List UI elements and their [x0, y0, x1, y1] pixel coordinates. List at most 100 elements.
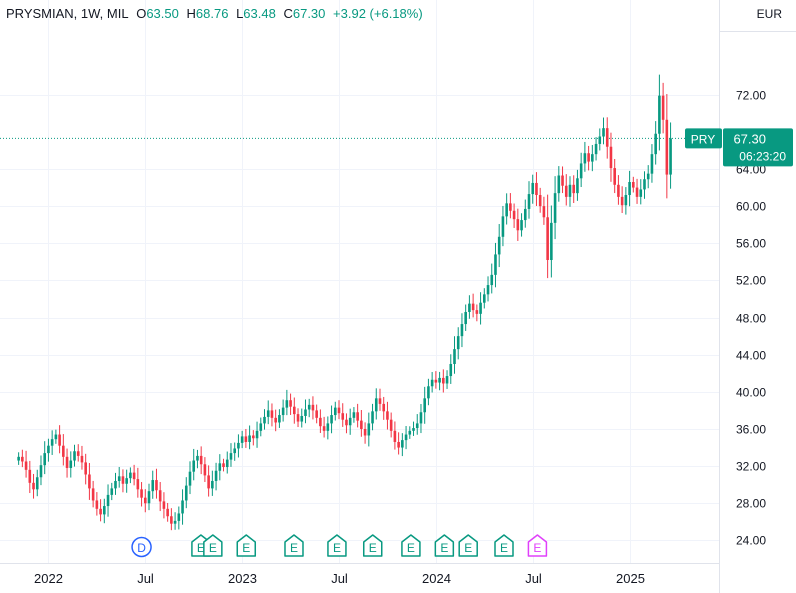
earnings-marker[interactable]: E: [401, 534, 421, 557]
candle-body: [520, 220, 523, 231]
candle-body: [658, 95, 661, 134]
earnings-marker[interactable]: E: [327, 534, 347, 557]
dividend-marker[interactable]: D: [131, 536, 152, 558]
time-axis[interactable]: 2022 Jul 2023 Jul 2024 Jul 2025: [34, 571, 645, 586]
candle-body: [285, 400, 289, 408]
candle: [162, 492, 166, 519]
candle: [430, 372, 434, 393]
candle-body: [319, 417, 322, 427]
candle: [132, 464, 136, 486]
earnings-marker[interactable]: E: [284, 534, 304, 557]
candle-body: [21, 456, 24, 462]
candle: [378, 388, 382, 411]
candle: [28, 460, 32, 494]
candle: [218, 454, 222, 481]
candle-body: [28, 469, 32, 483]
candle-body: [125, 478, 128, 484]
candle: [21, 449, 24, 468]
symbol-tag-label: PRY: [691, 132, 715, 146]
candle-body: [643, 179, 646, 190]
candle-body: [170, 516, 173, 524]
candle-body: [54, 434, 58, 440]
candle: [598, 128, 602, 151]
candle: [58, 425, 61, 454]
candle-body: [348, 417, 352, 426]
earnings_future-marker[interactable]: E: [527, 534, 548, 557]
low-value: 63.48: [243, 6, 276, 21]
candle: [84, 453, 87, 485]
candle-body: [591, 154, 594, 162]
candle-body: [654, 133, 657, 155]
candle: [158, 481, 162, 512]
candle-body: [341, 413, 345, 420]
candle-body: [497, 236, 501, 255]
candle: [80, 445, 84, 470]
candle-body: [326, 423, 330, 431]
candle: [620, 186, 624, 214]
candle-body: [39, 465, 43, 478]
candle: [62, 434, 65, 466]
candle-body: [80, 455, 84, 463]
candle: [143, 489, 147, 513]
candle-body: [561, 175, 564, 186]
candle-body: [192, 460, 196, 472]
candle: [456, 327, 460, 360]
candle-body: [252, 435, 255, 439]
candle-body: [505, 203, 508, 217]
candle: [445, 370, 449, 389]
earnings-marker[interactable]: E: [236, 534, 257, 557]
vertical-gridlines: [48, 0, 631, 563]
candle-body: [173, 520, 177, 524]
candle-body: [419, 412, 423, 424]
candle: [360, 409, 363, 437]
candle-body: [307, 404, 311, 410]
candle-body: [91, 488, 95, 501]
candle: [438, 371, 441, 391]
earnings-marker[interactable]: E: [458, 534, 478, 557]
close-label: C: [283, 6, 293, 21]
earnings-marker[interactable]: E: [494, 534, 514, 557]
earnings-marker[interactable]: E: [434, 534, 455, 557]
candle-body: [58, 434, 61, 446]
earnings-badge: [327, 534, 347, 557]
candle-body: [121, 476, 125, 484]
candle-body: [333, 407, 337, 416]
candles[interactable]: [17, 74, 672, 531]
candle: [550, 205, 553, 278]
candle-body: [557, 175, 561, 194]
event-label: E: [440, 541, 448, 555]
candle-body: [628, 182, 631, 196]
earnings-marker[interactable]: E: [203, 534, 223, 557]
candle: [129, 467, 132, 484]
earnings-marker[interactable]: E: [362, 534, 383, 557]
candle: [557, 166, 561, 202]
candle: [311, 396, 315, 420]
candle-body: [393, 430, 397, 442]
candle: [188, 461, 192, 495]
candle-body: [397, 441, 400, 448]
candle-body: [650, 154, 654, 174]
price-tick-label: 52.00: [736, 274, 766, 288]
candle: [628, 170, 631, 207]
candle: [460, 313, 464, 348]
candle-body: [583, 153, 587, 164]
candle: [624, 187, 628, 215]
currency-label[interactable]: EUR: [756, 7, 782, 21]
candle-body: [32, 482, 35, 490]
candle-body: [564, 185, 568, 197]
candle: [404, 426, 408, 450]
candle: [304, 399, 307, 424]
candle: [296, 408, 300, 428]
candle: [54, 429, 58, 444]
candle-body: [456, 336, 460, 350]
price-axis[interactable]: 24.00 28.00 32.00 36.00 40.00 44.00 48.00 52.00…: [736, 89, 766, 548]
candle: [166, 502, 169, 522]
candle-body: [535, 182, 538, 196]
candle: [240, 430, 244, 449]
candle-body: [289, 400, 292, 407]
candle: [289, 393, 292, 415]
candle: [464, 304, 467, 331]
candle: [661, 82, 665, 134]
